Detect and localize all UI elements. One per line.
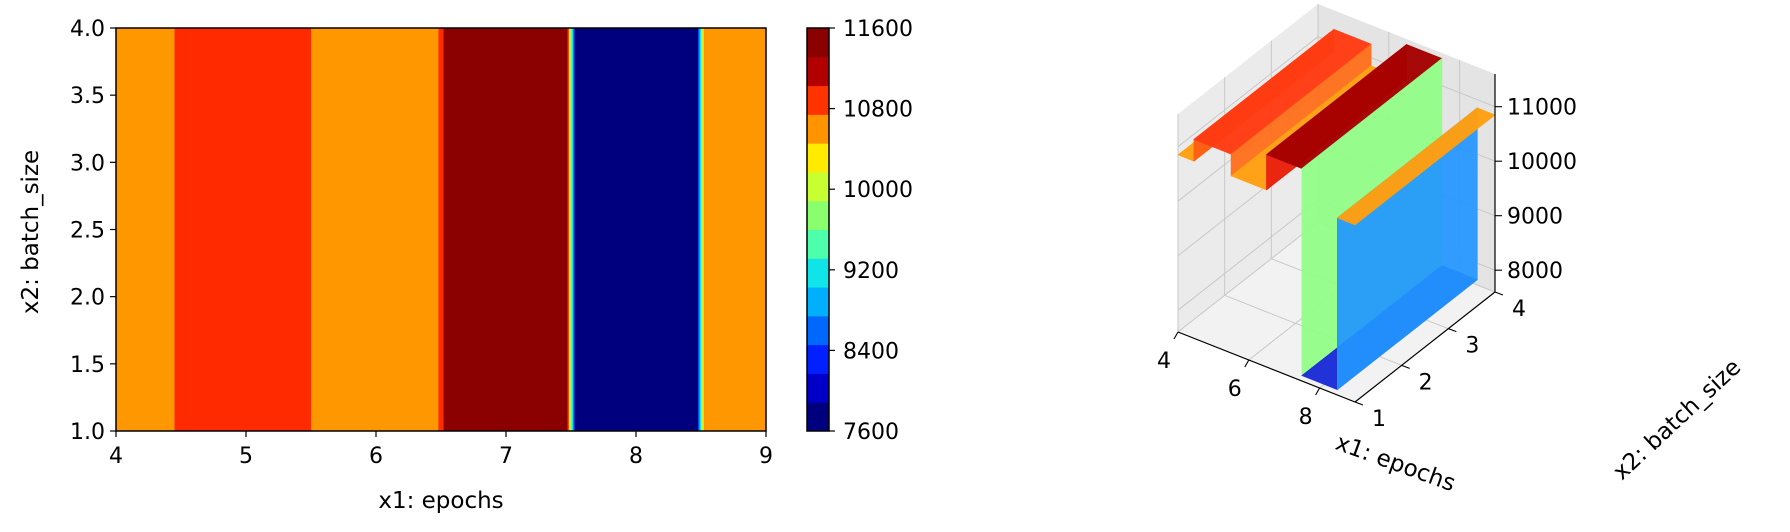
surface-x-tick-label: 8: [1299, 405, 1313, 430]
colorbar-cell-1: [807, 373, 829, 403]
surface-y-tick-mark: [1401, 364, 1410, 369]
contour-y-ticks: 1.0 1.5 2.0 2.5 3.0 3.5 4.0: [70, 17, 116, 445]
colorbar-tick-label: 10000: [843, 178, 913, 203]
contour-bands: [116, 28, 767, 431]
contour-band-4: [443, 28, 572, 431]
surface-x-axis-label: x1: epochs: [1332, 430, 1459, 497]
surface-z-tick-label: 8000: [1507, 259, 1563, 284]
colorbar-cell-11: [807, 85, 829, 115]
surface-x-tick-label: 6: [1228, 377, 1242, 402]
contour-x-axis-label: x1: epochs: [378, 488, 503, 514]
contour-y-axis-label: x2: batch_size: [18, 150, 44, 314]
contour-x-tick-label: 6: [369, 444, 383, 469]
contour-x-tick-label: 8: [629, 444, 643, 469]
contour-transition-1-3: [701, 28, 703, 431]
axes-lines: [1177, 74, 1496, 403]
contour-transition-0-4: [571, 28, 574, 431]
colorbar-tick-label: 11600: [843, 17, 913, 42]
surface-z-tick-label: 10000: [1507, 150, 1577, 175]
surface-x-tick-mark: [1315, 387, 1321, 396]
contour-band-6: [701, 28, 767, 431]
contour-transition-0-0: [566, 28, 568, 431]
grid-line: [1177, 221, 1319, 333]
contour-x-tick-label: 5: [239, 444, 253, 469]
surface-y-tick-mark: [1448, 328, 1457, 333]
grid-line: [1177, 199, 1319, 311]
contour-transition-1-0: [696, 28, 699, 431]
surface-mesh: [1177, 28, 1496, 391]
contour-band-5: [571, 28, 702, 431]
contour-band-2: [311, 28, 439, 431]
contour-y-tick-label: 1.0: [70, 420, 105, 445]
contour-y-tick-label: 4.0: [70, 17, 105, 42]
surface-y-tick-mark: [1354, 401, 1364, 406]
colorbar-tick-label: 10800: [843, 98, 913, 123]
colorbar-cell-12: [807, 56, 829, 87]
colorbar-cell-9: [807, 143, 829, 173]
colorbar-cell-10: [807, 114, 829, 144]
colorbar-frame: [806, 27, 830, 432]
colorbar-cell-6: [807, 229, 829, 259]
contour-transition-0-3: [570, 28, 573, 431]
contour-x-tick-label: 7: [499, 444, 513, 469]
surface-y-tick-label: 2: [1419, 370, 1433, 395]
surface-z-tick-label: 11000: [1507, 96, 1577, 121]
contour-transition-1-4: [702, 28, 705, 431]
contour-y-tick-label: 2.0: [70, 286, 105, 311]
contour-y-tick-label: 1.5: [70, 353, 105, 378]
contour-y-tick-label: 2.5: [70, 219, 105, 244]
colorbar-cells: [807, 28, 829, 432]
contour-transition-0-1: [567, 28, 570, 431]
contour-x-ticks: 4 5 6 7 8 9: [109, 431, 773, 469]
surface-y-tick-label: 1: [1372, 407, 1386, 432]
surface-y-tick-label: 3: [1465, 334, 1479, 359]
contour-y-tick-label: 3.5: [70, 84, 105, 109]
colorbar-cell-13: [807, 28, 829, 58]
colorbar-tick-label: 9200: [843, 259, 899, 284]
surface-y-tick-label: 4: [1512, 297, 1526, 322]
colorbar-cell-2: [807, 344, 829, 374]
contour-transition-0-6: [574, 28, 577, 431]
axes-tick-labels: 4 6 8 1 2 3 4 8000 9000 10000 11000: [1157, 96, 1577, 432]
contour-band-0: [116, 28, 175, 431]
grid-line: [1177, 36, 1319, 148]
contour-transition-1-1: [698, 28, 700, 431]
surface-x-tick-label: 4: [1157, 349, 1171, 374]
contour-transition-0-5: [573, 28, 575, 431]
colorbar-tick-label: 7600: [843, 420, 899, 445]
surface-plot-3d: 4 6 8 1 2 3 4 8000 9000 10000 11000 x1: epochs x2:…: [1157, 4, 1746, 497]
colorbar-cell-4: [807, 287, 829, 317]
contour-x-tick-label: 4: [109, 444, 123, 469]
contour-transition-0-2: [568, 28, 571, 431]
colorbar-cell-0: [807, 402, 829, 432]
contour-band-3: [438, 28, 445, 431]
contour-transition-1-2: [699, 28, 702, 431]
contour-y-tick-label: 3.0: [70, 151, 105, 176]
colorbar-cell-3: [807, 315, 829, 346]
colorbar: 7600 8400 9200 10000 10800 11600: [806, 17, 913, 445]
surface-y-axis-label: x2: batch_size: [1608, 354, 1746, 485]
surface-x-tick-mark: [1244, 359, 1250, 368]
contour-band-1: [174, 28, 312, 431]
surface-y-tick-mark: [1494, 291, 1504, 296]
surface-z-tick-label: 9000: [1507, 205, 1563, 230]
surface-x-tick-mark: [1173, 331, 1179, 340]
colorbar-cell-8: [807, 171, 829, 202]
contour-transition-1-5: [703, 28, 706, 431]
colorbar-cell-5: [807, 258, 829, 288]
colorbar-tick-label: 8400: [843, 339, 899, 364]
colorbar-cell-7: [807, 200, 829, 230]
x-axis-line: [1177, 331, 1356, 403]
colorbar-ticks: 7600 8400 9200 10000 10800 11600: [829, 17, 913, 445]
y-axis-line: [1354, 291, 1496, 403]
contour-x-tick-label: 9: [759, 444, 773, 469]
